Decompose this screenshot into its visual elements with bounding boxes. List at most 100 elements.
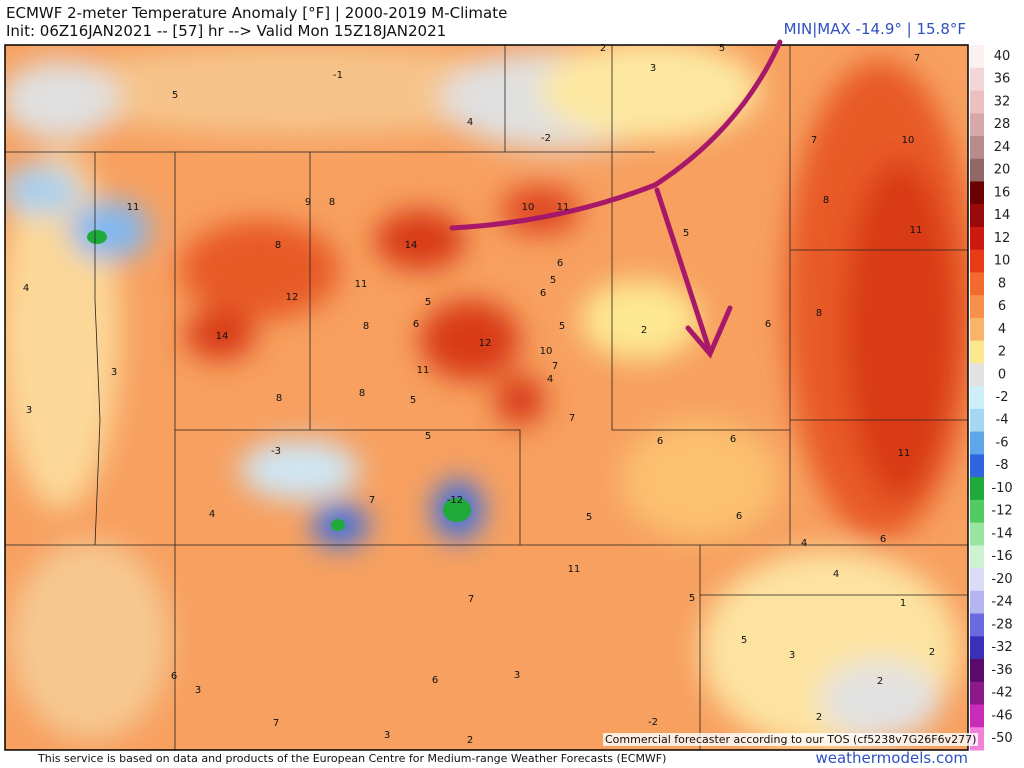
colorbar-label: -6 — [996, 435, 1009, 450]
map-value-label: 4 — [801, 538, 807, 549]
colorbar-cell — [970, 681, 984, 706]
colorbar-label: 32 — [994, 94, 1011, 109]
annotation-arrows — [449, 39, 783, 359]
map-value-label: 4 — [467, 117, 473, 128]
map-value-label: 12 — [286, 292, 299, 303]
map-value-label: 2 — [816, 712, 822, 723]
map-value-label: 5 — [559, 321, 565, 332]
map-value-label: 5 — [425, 297, 431, 308]
map-value-label: 3 — [789, 650, 795, 661]
colorbar-label: 36 — [994, 72, 1011, 87]
map-value-label: 4 — [833, 569, 839, 580]
map-value-label: 6 — [171, 671, 177, 682]
colorbar-cell — [970, 408, 984, 433]
colorbar-label: -10 — [991, 481, 1012, 496]
map-value-label: 5 — [719, 43, 725, 54]
colorbar-cell — [970, 363, 984, 387]
map-value-label: 5 — [689, 593, 695, 604]
map-value-label: 14 — [405, 240, 418, 251]
map-value-label: 11 — [355, 279, 368, 290]
colorbar-label: 4 — [998, 322, 1006, 337]
colorbar-label: -50 — [991, 731, 1012, 746]
colorbar-cell — [970, 113, 984, 137]
colorbar-cell — [970, 590, 984, 615]
colorbar-label: -28 — [991, 617, 1012, 632]
colorbar-cell — [970, 67, 984, 91]
map-value-label: 11 — [417, 365, 430, 376]
colorbar-cell — [970, 522, 984, 546]
colorbar-cell — [970, 295, 984, 319]
map-value-label: 7 — [369, 495, 375, 506]
site-name[interactable]: weathermodels.com — [815, 749, 968, 767]
map-value-label: 11 — [557, 202, 570, 213]
map-value-label: 4 — [547, 374, 553, 385]
colorbar-label: 28 — [994, 117, 1011, 132]
map-value-label: 8 — [359, 388, 365, 399]
colorbar-cell — [970, 135, 984, 160]
map-value-label: 3 — [111, 367, 117, 378]
colorbar-label: 16 — [994, 185, 1011, 200]
map-value-label: 8 — [329, 197, 335, 208]
map-value-label: 7 — [811, 135, 817, 146]
map-value-label: 3 — [384, 730, 390, 741]
colorbar-label: -12 — [991, 504, 1012, 519]
colorbar-cell — [970, 249, 984, 273]
map-value-label: 9 — [305, 197, 311, 208]
colorbar-label: 2 — [998, 345, 1006, 360]
map-value-label: 6 — [657, 436, 663, 447]
colorbar-label: -16 — [991, 549, 1012, 564]
colorbar-label: -14 — [991, 526, 1012, 541]
map-value-label: 8 — [816, 308, 822, 319]
map-value-label: 10 — [540, 346, 553, 357]
map-value-label: 11 — [910, 225, 923, 236]
map-value-label: 11 — [568, 564, 581, 575]
colorbar-label: -4 — [996, 413, 1009, 428]
map-value-label: 6 — [413, 319, 419, 330]
colorbar-cell — [970, 545, 984, 569]
map-value-label: 8 — [823, 195, 829, 206]
colorbar-label: 20 — [994, 163, 1011, 178]
colorbar-label: -36 — [991, 663, 1012, 678]
map-value-label: 11 — [898, 448, 911, 459]
map-value-label: 12 — [479, 338, 492, 349]
map-value-label: -12 — [447, 495, 463, 506]
map-value-label: -2 — [648, 717, 658, 728]
colorbar-cell — [970, 499, 984, 524]
map-value-label: 6 — [730, 434, 736, 445]
colorbar-cell — [970, 613, 984, 637]
colorbar-cell — [970, 317, 984, 342]
map-value-label: 2 — [467, 735, 473, 746]
colorbar-cell — [970, 477, 984, 501]
map-value-label: 7 — [914, 53, 920, 64]
tos-note: Commercial forecaster according to our T… — [603, 733, 979, 746]
map-value-label: 8 — [275, 240, 281, 251]
subtitle: Init: 06Z16JAN2021 -- [57] hr --> Valid … — [6, 22, 447, 40]
map-value-label: 10 — [902, 135, 915, 146]
map-value-label: -1 — [333, 70, 343, 81]
map-frame — [4, 44, 969, 751]
colorbar-label: 40 — [994, 49, 1011, 64]
colorbar-cell — [970, 226, 984, 251]
colorbar-label: 6 — [998, 299, 1006, 314]
colorbar-label: -8 — [996, 458, 1009, 473]
map-value-label: 5 — [410, 395, 416, 406]
map-value-label: 3 — [650, 63, 656, 74]
colorbar-cell — [970, 431, 984, 455]
map-value-label: 2 — [600, 43, 606, 54]
colorbar-label: -32 — [991, 640, 1012, 655]
colorbar-cell — [970, 568, 984, 592]
colorbar-label: 12 — [994, 231, 1011, 246]
anomaly-field — [5, 45, 968, 750]
colorbar-cell — [970, 181, 984, 205]
map-value-label: 14 — [216, 331, 229, 342]
disclaimer: This service is based on data and produc… — [38, 752, 667, 765]
colorbar-label: -2 — [996, 390, 1009, 405]
map-value-label: 2 — [641, 325, 647, 336]
colorbar-cell — [970, 454, 984, 478]
map-value-label: 5 — [425, 431, 431, 442]
colorbar-label: -42 — [991, 686, 1012, 701]
map-value-label: 6 — [880, 534, 886, 545]
colorbar-cell — [970, 158, 984, 182]
map-value-label: 5 — [172, 90, 178, 101]
